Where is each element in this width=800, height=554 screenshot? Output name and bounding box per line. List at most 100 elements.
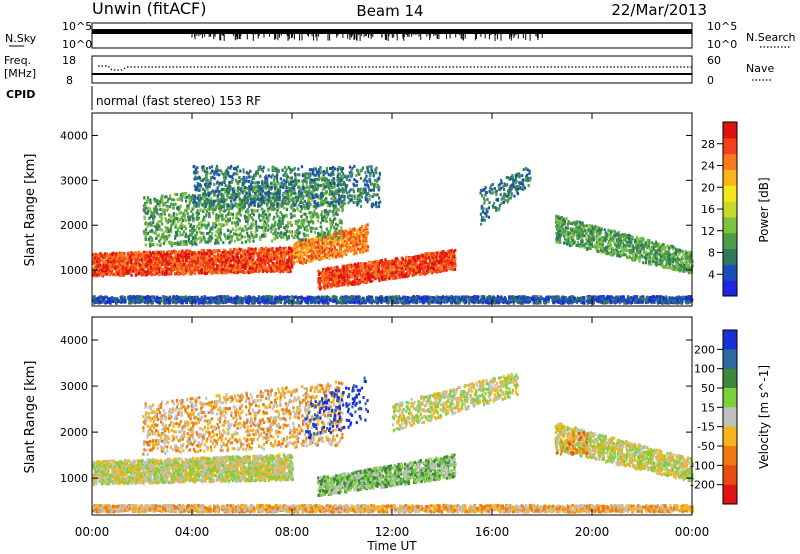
power-cell [347, 245, 350, 249]
power-cell [177, 265, 180, 269]
power-cell [271, 173, 274, 177]
power-cell [187, 237, 191, 241]
power-cell [156, 208, 159, 212]
power-cell [255, 261, 258, 265]
power-cell [337, 223, 340, 227]
power-cell [209, 269, 212, 273]
power-cell [305, 180, 308, 184]
power-cell [270, 247, 273, 251]
power-cell [217, 271, 220, 275]
power-cell [378, 173, 382, 177]
power-cell [159, 253, 163, 257]
power-cell [188, 194, 191, 198]
power-cell [227, 186, 230, 190]
power-cell [166, 221, 169, 225]
power-cell [125, 271, 128, 275]
power-cell [271, 168, 274, 172]
power-cell [284, 254, 287, 258]
power-cell [217, 249, 220, 252]
power-cell [228, 233, 231, 237]
power-cell [252, 239, 255, 243]
power-cell [209, 204, 212, 208]
power-cell [189, 229, 192, 233]
power-cell [150, 237, 153, 241]
power-cell [216, 264, 219, 268]
power-cell [301, 174, 304, 178]
power-cell [285, 176, 288, 180]
power-cell [290, 180, 293, 184]
power-cell [224, 184, 227, 188]
power-cell [183, 251, 186, 255]
power-cell [157, 257, 160, 261]
power-cell [338, 254, 341, 258]
power-cell [344, 185, 347, 189]
power-cell [270, 186, 273, 190]
power-cell [337, 251, 340, 255]
power-cell [245, 228, 248, 231]
power-cell [316, 171, 319, 175]
power-cell [351, 172, 354, 176]
power-cell [230, 180, 233, 184]
power-cell [300, 247, 303, 251]
power-cell [290, 255, 293, 259]
power-cell [229, 175, 232, 179]
power-cell [294, 242, 298, 246]
power-cell [341, 187, 344, 191]
power-cell [211, 208, 215, 212]
power-cell [354, 237, 357, 241]
power-cell [336, 174, 339, 178]
power-cell [256, 197, 259, 201]
power-cell [92, 256, 95, 260]
power-cell [370, 168, 373, 172]
power-cell [273, 257, 276, 261]
power-cell [335, 222, 338, 226]
power-cell [285, 264, 288, 268]
power-cell [297, 219, 300, 223]
power-cell [290, 198, 293, 202]
power-cell [261, 180, 264, 184]
power-cell [222, 199, 225, 202]
power-cell [149, 209, 152, 213]
power-cell [156, 243, 159, 247]
power-cell [219, 262, 222, 266]
power-cell [236, 169, 239, 172]
power-cell [267, 263, 270, 267]
power-cell [291, 252, 294, 256]
power-cell [149, 240, 152, 244]
power-cell [272, 202, 275, 205]
power-cell [184, 227, 187, 231]
power-cell [319, 257, 322, 261]
power-cell [222, 270, 225, 274]
power-cell [153, 266, 156, 270]
power-cell [313, 230, 316, 234]
power-cell [218, 249, 221, 253]
power-cell [173, 242, 176, 245]
power-cell [255, 225, 258, 229]
power-cell [167, 261, 170, 265]
power-cell [293, 214, 296, 218]
power-cell [264, 179, 267, 183]
power-cell [271, 165, 274, 169]
power-cell [226, 218, 230, 222]
power-cell [131, 264, 134, 268]
power-cell [113, 258, 116, 261]
power-cell [134, 259, 138, 263]
power-cell [197, 216, 200, 220]
power-cell [175, 213, 178, 216]
power-cell [188, 255, 191, 259]
power-cell [325, 256, 328, 260]
power-cell [220, 254, 223, 258]
power-cell [296, 206, 299, 210]
power-cell [229, 230, 232, 234]
power-cell [356, 230, 359, 234]
power-cell [182, 269, 185, 273]
power-cell [339, 167, 342, 171]
power-cell [238, 208, 241, 212]
power-cell [249, 250, 252, 254]
power-cell [320, 213, 323, 217]
power-cell [364, 198, 367, 201]
power-cell [300, 199, 303, 203]
power-cell [114, 261, 117, 265]
power-cell [230, 264, 233, 268]
power-cell [314, 254, 317, 257]
